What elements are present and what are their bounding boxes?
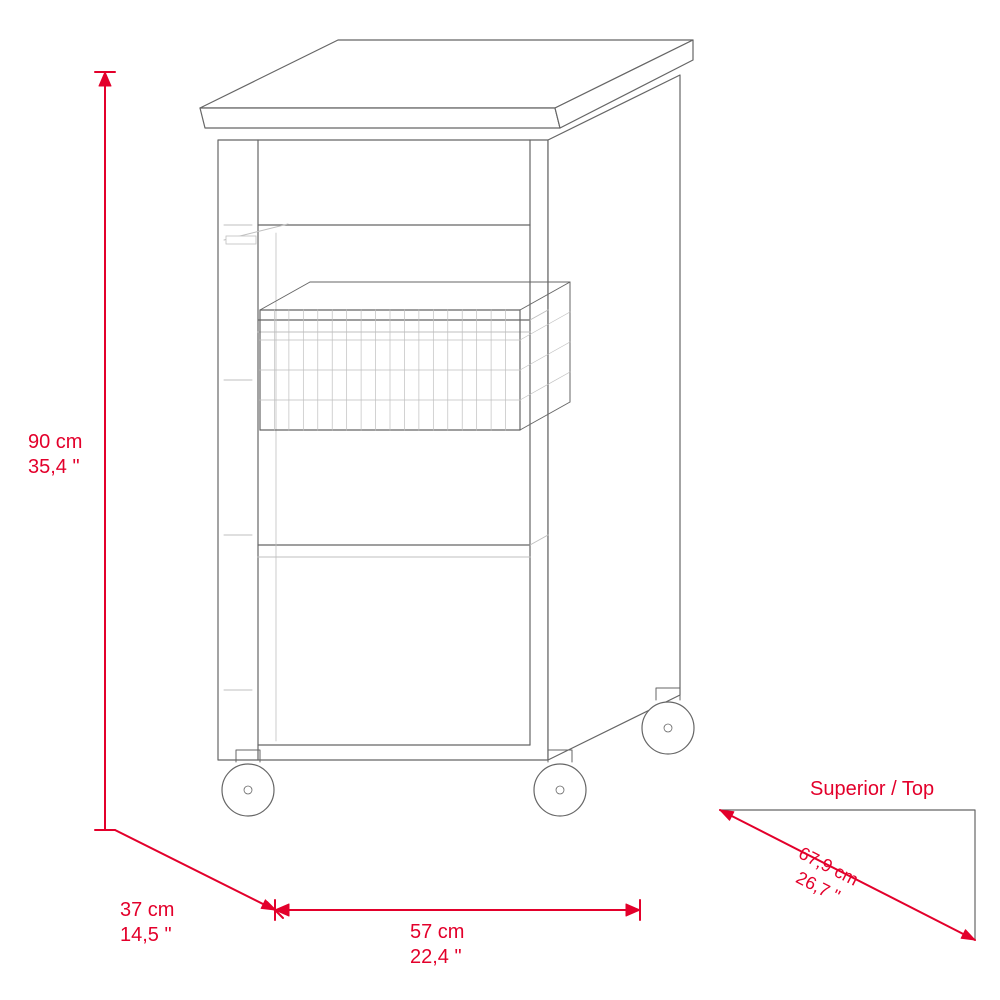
width-label: 57 cm 22,4 " [410, 920, 464, 970]
height-cm: 90 cm [28, 430, 82, 455]
depth-in: 14,5 " [120, 923, 174, 948]
height-in: 35,4 " [28, 455, 82, 480]
depth-cm: 37 cm [120, 898, 174, 923]
depth-label: 37 cm 14,5 " [120, 898, 174, 948]
top-view-label: Superior / Top [810, 778, 934, 801]
height-label: 90 cm 35,4 " [28, 430, 82, 480]
width-cm: 57 cm [410, 920, 464, 945]
width-in: 22,4 " [410, 945, 464, 970]
dimension-diagram: { "type": "infographic", "background_col… [0, 0, 1000, 1000]
